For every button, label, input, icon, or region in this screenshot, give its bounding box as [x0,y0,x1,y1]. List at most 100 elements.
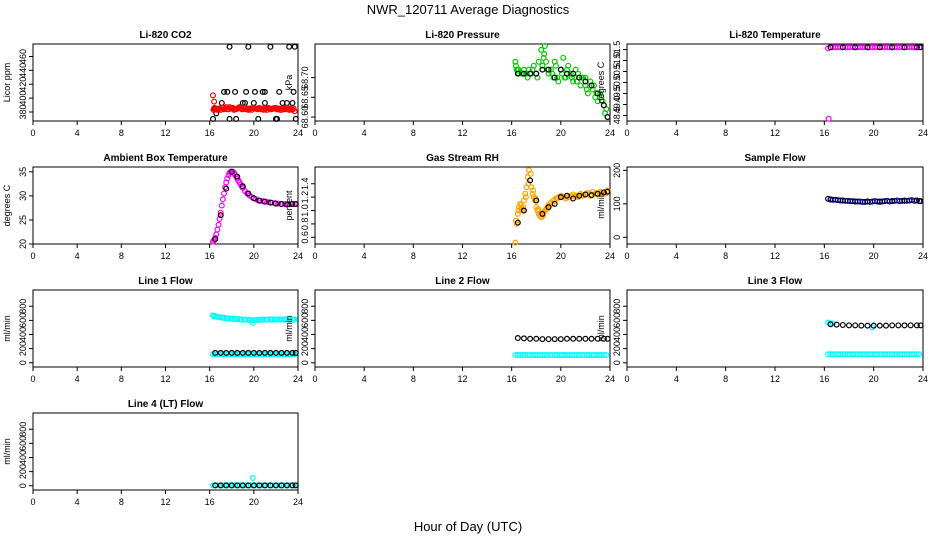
x-tick-label: 12 [457,374,467,384]
x-tick-label: 16 [819,374,829,384]
data-point [520,207,527,214]
data-point [256,482,263,489]
data-point [582,74,589,81]
data-point [895,322,902,329]
data-point [275,200,282,207]
data-point [916,351,923,358]
x-tick-label: 4 [674,374,679,384]
data-point [570,335,577,342]
data-point [226,115,233,122]
x-tick-label: 8 [119,251,124,261]
y-tick-label: 68.60 [300,106,310,129]
y-tick-label: 200 [612,341,622,356]
data-point [243,88,250,95]
data-point [212,349,219,356]
data-point [583,86,590,93]
data-point [514,70,521,77]
x-tick-label: 8 [411,251,416,261]
x-tick-label: 20 [869,374,879,384]
plot-frame [32,412,299,491]
data-point [250,99,257,106]
data-point [604,188,611,195]
plot-frame [626,43,924,122]
x-tick-label: 0 [30,497,35,507]
data-point [234,349,241,356]
data-point [267,43,274,50]
data-point [245,482,252,489]
series-black [209,43,299,122]
data-point [522,190,529,197]
y-axis-label: Licor ppm [2,63,12,103]
data-point [901,197,908,204]
data-point [576,192,583,199]
y-axis-label: percent [284,190,294,221]
data-point [876,44,883,51]
data-point [560,54,567,61]
x-tick-label: 20 [249,374,259,384]
data-point [214,226,221,233]
data-point [513,220,520,227]
data-point [527,335,534,342]
data-point [591,82,598,89]
data-point [255,115,262,122]
data-point [913,197,920,204]
data-point [563,66,570,73]
data-point [289,201,296,208]
data-point [901,322,908,329]
data-point [827,196,834,203]
data-point [917,44,924,51]
data-point [598,94,605,101]
data-point [215,221,222,228]
data-point [233,115,240,122]
data-point [845,322,852,329]
x-tick-label: 8 [723,128,728,138]
y-tick-label: 800 [612,299,622,314]
y-tick-label: 600 [612,313,622,328]
x-tick-label: 16 [205,251,215,261]
x-tick-label: 24 [918,128,928,138]
data-point [261,482,268,489]
y-tick-label: 400 [18,327,28,342]
y-tick-label: 800 [18,299,28,314]
data-point [224,88,231,95]
data-point [274,115,281,122]
y-tick-label: 0.6 [300,231,310,244]
data-point [267,349,274,356]
data-point [852,322,859,329]
x-tick-label: 20 [556,374,566,384]
series-cyan-low [512,351,610,358]
panel-title: Li-820 Temperature [729,30,821,41]
y-axis-label: ml/min [2,315,12,342]
x-tick-label: 8 [723,251,728,261]
y-axis-label: ml/min [596,315,606,342]
x-tick-label: 0 [30,128,35,138]
x-tick-label: 24 [605,251,615,261]
x-tick-label: 20 [869,128,879,138]
y-tick-label: 400 [612,327,622,342]
data-point [283,349,290,356]
y-tick-label: 50.5 [612,63,622,81]
data-point [539,336,546,343]
panel-10: Line 4 (LT) Flow 0 4 8 12 16 20 24 0 200400600800… [2,399,303,507]
data-point [261,99,268,106]
data-point [549,200,556,207]
data-point [209,92,216,99]
x-tick-label: 4 [75,497,80,507]
data-point [551,200,558,207]
series-black [212,349,299,356]
data-point [551,336,558,343]
data-point [212,482,219,489]
data-point [913,44,920,51]
data-point [290,316,297,323]
y-tick-label: 49.0 [612,96,622,114]
y-axis-label: degrees C [596,61,606,103]
y-tick-label: 20 [18,239,28,249]
data-point [594,90,601,97]
data-point [261,88,268,95]
data-point [292,201,299,208]
data-point [576,335,583,342]
data-point [588,192,595,199]
